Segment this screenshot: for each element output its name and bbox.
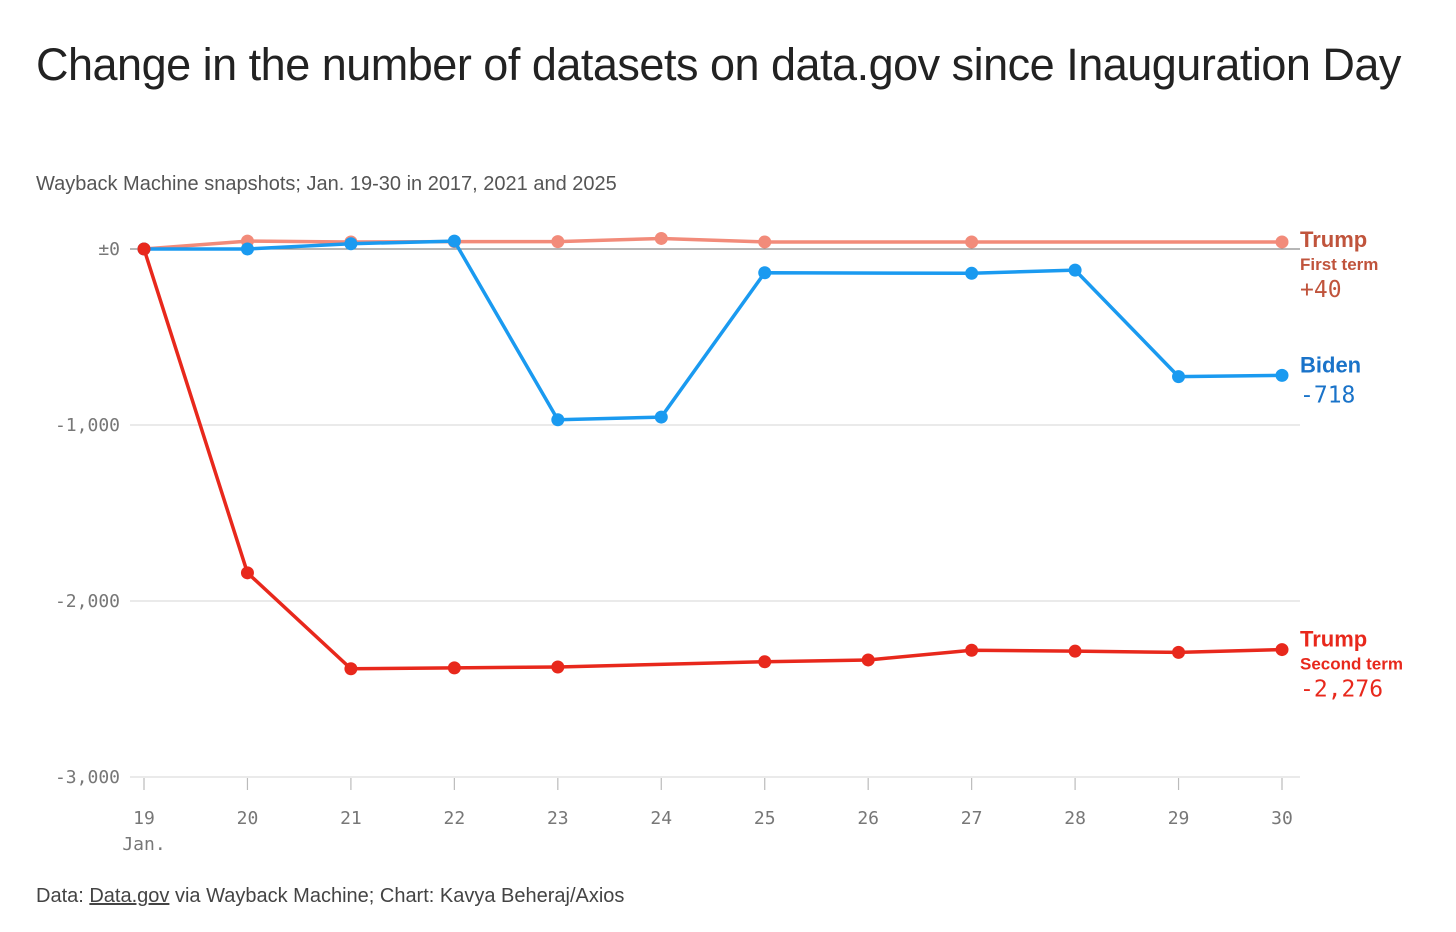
trump1-point xyxy=(551,235,565,249)
trump1-value-label: +40 xyxy=(1300,277,1342,303)
biden-point xyxy=(551,413,565,427)
trump2-point xyxy=(137,242,151,256)
x-tick-label: 24 xyxy=(650,808,672,829)
source-suffix: via Wayback Machine; Chart: Kavya Behera… xyxy=(169,885,625,907)
trump2-point xyxy=(861,653,875,667)
source-link[interactable]: Data.gov xyxy=(89,885,170,907)
biden-name-label: Biden xyxy=(1300,352,1361,377)
trump2-point xyxy=(447,661,461,675)
biden-point xyxy=(654,410,668,424)
x-tick-label: 20 xyxy=(237,808,259,829)
series-lines xyxy=(137,231,1289,676)
trump1-name-label: Trump xyxy=(1300,227,1367,252)
x-tick-label: 22 xyxy=(444,808,466,829)
trump2-point xyxy=(758,655,772,669)
trump1-line xyxy=(142,236,1284,251)
x-tick-label: 19 xyxy=(133,808,155,829)
x-tick-label: 29 xyxy=(1168,808,1190,829)
biden-point xyxy=(447,234,461,248)
x-tick-label: 26 xyxy=(857,808,879,829)
trump1-point xyxy=(758,235,772,249)
source-prefix: Data: xyxy=(36,885,90,907)
y-tick-label: -2,000 xyxy=(55,591,120,612)
biden-point xyxy=(344,237,358,251)
x-tick-label: 25 xyxy=(754,808,776,829)
x-tick-label: 27 xyxy=(961,808,983,829)
trump2-term-label: Second term xyxy=(1300,655,1403,674)
trump2-point xyxy=(1068,644,1082,658)
trump2-point xyxy=(1275,643,1289,657)
biden-value-label: -718 xyxy=(1300,382,1355,408)
trump2-name-label: Trump xyxy=(1300,627,1367,652)
x-tick-label: 30 xyxy=(1271,808,1293,829)
trump2-point xyxy=(551,660,565,674)
chart-title: Change in the number of datasets on data… xyxy=(36,39,1401,90)
y-axis-ticks: ±0 -1,000 -2,000 -3,000 xyxy=(55,239,120,788)
biden-point xyxy=(1068,263,1082,277)
trump2-line xyxy=(142,247,1284,671)
x-axis: 19 20 21 22 23 24 25 26 27 28 29 30 Jan. xyxy=(122,778,1293,855)
chart-subtitle: Wayback Machine snapshots; Jan. 19-30 in… xyxy=(36,173,617,195)
gridlines xyxy=(130,248,1300,778)
trump1-point xyxy=(965,235,979,249)
biden-line xyxy=(142,239,1284,422)
y-tick-label: -3,000 xyxy=(55,767,120,788)
y-tick-label: -1,000 xyxy=(55,415,120,436)
x-tick-label: 28 xyxy=(1064,808,1086,829)
x-tick-sublabel: Jan. xyxy=(122,834,165,855)
trump1-term-label: First term xyxy=(1300,255,1378,274)
biden-point xyxy=(1172,370,1186,384)
biden-point xyxy=(240,242,254,256)
trump2-point xyxy=(344,662,358,676)
trump2-point xyxy=(1172,645,1186,659)
series-end-labels: Trump First term +40 Biden -718 Trump Second t… xyxy=(1300,227,1403,703)
biden-point xyxy=(758,266,772,280)
trump1-point xyxy=(1275,235,1289,249)
trump2-point xyxy=(965,643,979,657)
line-chart: ±0 -1,000 -2,000 -3,000 19 20 21 22 23 24 25 26 27 2… xyxy=(55,227,1403,855)
y-tick-label: ±0 xyxy=(98,239,120,260)
trump1-point xyxy=(654,231,668,245)
trump2-point xyxy=(240,566,254,580)
x-tick-label: 23 xyxy=(547,808,569,829)
chart-source: Data: Data.gov via Wayback Machine; Char… xyxy=(36,885,624,908)
biden-point xyxy=(965,266,979,280)
trump2-value-label: -2,276 xyxy=(1300,677,1383,703)
biden-point xyxy=(1275,368,1289,382)
x-tick-label: 21 xyxy=(340,808,362,829)
